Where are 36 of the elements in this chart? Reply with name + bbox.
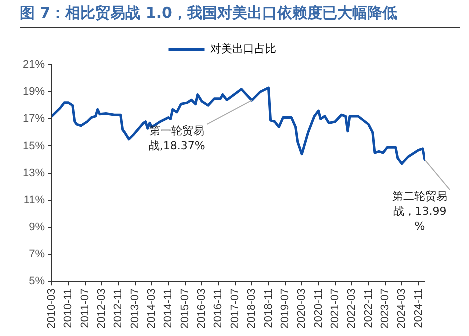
- x-tick-label: 2022-03: [346, 288, 358, 330]
- x-tick-label: 2013-07: [129, 288, 142, 330]
- x-tick-label: 2010-11: [62, 288, 75, 328]
- x-tick-label: 2020-03: [296, 288, 308, 330]
- x-tick-label: 2014-03: [146, 288, 158, 330]
- x-tick-label: 2011-07: [79, 288, 92, 328]
- annotation: 第二轮贸易战，13.99%: [392, 190, 448, 233]
- y-tick-label: 15%: [22, 140, 46, 152]
- x-tick-label: 2012-03: [96, 288, 108, 330]
- y-tick-label: 19%: [22, 86, 46, 98]
- x-tick-label: 2022-11: [362, 288, 375, 328]
- x-tick-label: 2014-11: [162, 288, 175, 328]
- x-tick-label: 2021-07: [329, 288, 342, 330]
- y-tick-label: 11%: [24, 194, 46, 206]
- x-tick-label: 2024-03: [396, 288, 408, 330]
- y-tick-label: 13%: [22, 167, 46, 180]
- x-tick-label: 2018-03: [246, 288, 258, 330]
- y-tick-label: 7%: [29, 248, 46, 261]
- x-tick-label: 2023-07: [379, 288, 392, 330]
- x-tick-label: 2015-07: [179, 288, 192, 330]
- y-tick-label: 17%: [22, 113, 46, 126]
- chart-title: 图 7：相比贸易战 1.0，我国对美出口依赖度已大幅降低: [20, 4, 460, 28]
- x-tick-label: 2010-03: [46, 288, 58, 330]
- legend-label: 对美出口占比: [210, 42, 276, 56]
- x-tick-label: 2017-07: [229, 288, 242, 330]
- y-tick-label: 9%: [29, 222, 46, 234]
- x-tick-label: 2019-07: [279, 288, 292, 330]
- annotation: 第一轮贸易战,18.37%: [148, 124, 206, 152]
- x-tick-label: 2020-11: [312, 288, 325, 328]
- x-tick-label: 2024-11: [412, 288, 425, 328]
- x-tick-label: 2016-11: [212, 288, 225, 328]
- x-tick-label: 2018-11: [262, 288, 275, 328]
- y-tick-label: 21%: [22, 59, 46, 72]
- x-tick-label: 2012-11: [112, 288, 125, 328]
- x-tick-label: 2016-03: [196, 288, 208, 330]
- y-tick-label: 5%: [29, 276, 46, 288]
